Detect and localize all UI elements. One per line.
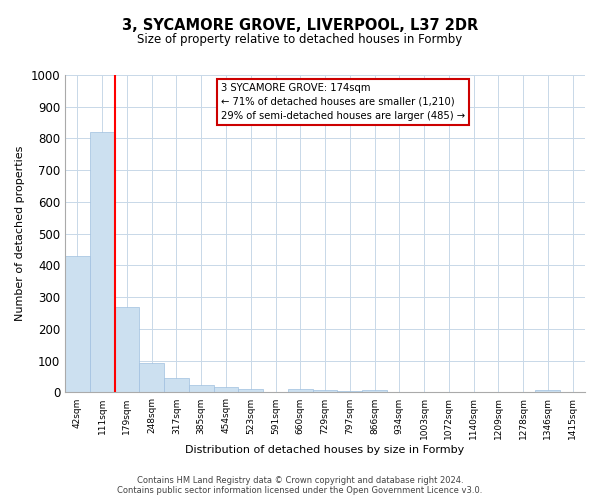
Bar [238,390,263,392]
Bar [115,306,139,392]
Text: Contains HM Land Registry data © Crown copyright and database right 2024.: Contains HM Land Registry data © Crown c… [137,476,463,485]
Bar [288,390,313,392]
Bar [90,132,115,392]
Bar [313,390,337,392]
Bar [65,256,90,392]
Text: Size of property relative to detached houses in Formby: Size of property relative to detached ho… [137,32,463,46]
Text: Contains public sector information licensed under the Open Government Licence v3: Contains public sector information licen… [118,486,482,495]
Bar [337,391,362,392]
Text: 3, SYCAMORE GROVE, LIVERPOOL, L37 2DR: 3, SYCAMORE GROVE, LIVERPOOL, L37 2DR [122,18,478,32]
Bar [362,390,387,392]
Y-axis label: Number of detached properties: Number of detached properties [15,146,25,322]
Bar [214,387,238,392]
Bar [164,378,189,392]
Bar [139,363,164,392]
Bar [535,390,560,392]
X-axis label: Distribution of detached houses by size in Formby: Distribution of detached houses by size … [185,445,464,455]
Text: 3 SYCAMORE GROVE: 174sqm
← 71% of detached houses are smaller (1,210)
29% of sem: 3 SYCAMORE GROVE: 174sqm ← 71% of detach… [221,83,465,121]
Bar [189,386,214,392]
